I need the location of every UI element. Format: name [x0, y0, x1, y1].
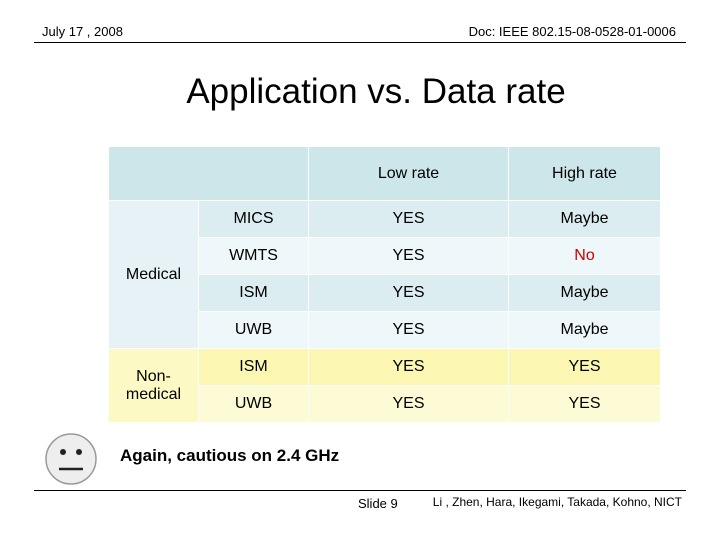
low-rate-cell: YES — [308, 385, 509, 423]
high-rate-cell: Maybe — [508, 274, 661, 312]
header-doc-id: Doc: IEEE 802.15-08-0528-01-0006 — [468, 24, 676, 39]
table-row: Medical MICS YES Maybe — [108, 200, 661, 349]
high-rate-cell: YES — [508, 348, 661, 386]
low-rate-cell: YES — [308, 348, 509, 386]
low-rate-cell: YES — [308, 237, 509, 275]
band-cell: ISM — [198, 348, 309, 386]
table-corner-cell — [108, 146, 309, 201]
neutral-face-icon — [45, 433, 97, 485]
high-rate-cell: YES — [508, 385, 661, 423]
group-label-medical: Medical — [108, 200, 199, 349]
low-rate-cell: YES — [308, 311, 509, 349]
low-rate-cell: YES — [308, 274, 509, 312]
band-cell: WMTS — [198, 237, 309, 275]
column-header-high-rate: High rate — [508, 146, 661, 201]
footer-divider — [34, 490, 686, 491]
caution-note: Again, cautious on 2.4 GHz — [120, 446, 340, 465]
low-rate-cell: YES — [308, 200, 509, 238]
table-row: Non-medical ISM YES YES — [108, 348, 661, 423]
table-row: UWB YES Maybe — [109, 311, 661, 349]
table-row: UWB YES YES — [109, 385, 661, 423]
high-rate-cell: No — [508, 237, 661, 275]
high-rate-cell: Maybe — [508, 200, 661, 238]
table-row: ISM YES Maybe — [109, 274, 661, 312]
footer-authors: Li , Zhen, Hara, Ikegami, Takada, Kohno,… — [432, 495, 682, 509]
band-cell: UWB — [198, 311, 309, 349]
slide-title: Application vs. Data rate — [186, 72, 566, 111]
group-label-non-medical: Non-medical — [108, 348, 199, 423]
table-row: WMTS YES No — [109, 237, 661, 275]
band-cell: MICS — [198, 200, 309, 238]
application-data-rate-table: Low rate High rate Medical MICS YES Mayb… — [108, 146, 661, 423]
header-divider — [34, 42, 686, 43]
band-cell: ISM — [198, 274, 309, 312]
header-date: July 17 , 2008 — [42, 24, 123, 39]
band-cell: UWB — [198, 385, 309, 423]
slide-number: Slide 9 — [358, 496, 398, 511]
column-header-low-rate: Low rate — [308, 146, 509, 201]
high-rate-cell: Maybe — [508, 311, 661, 349]
